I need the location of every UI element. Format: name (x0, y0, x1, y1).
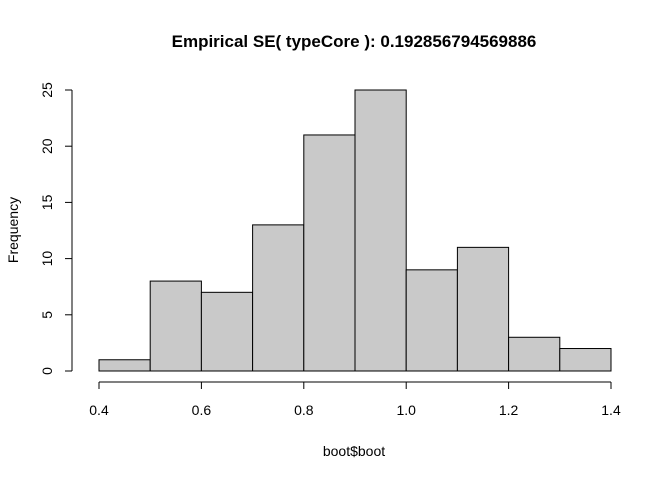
x-axis-label: boot$boot (323, 443, 385, 459)
y-tick-label: 15 (39, 194, 55, 210)
x-tick-label: 1.2 (499, 402, 519, 418)
y-tick-label: 10 (39, 251, 55, 267)
histogram-bar-7 (405, 269, 458, 372)
y-tick-label: 5 (39, 311, 55, 319)
histogram-bar-8 (456, 246, 510, 372)
y-axis-label: Frequency (5, 197, 21, 263)
x-tick-label: 0.6 (192, 402, 212, 418)
y-axis: 0 5 10 15 20 25 (39, 82, 73, 375)
bars-group (98, 89, 612, 372)
histogram-bar-9 (508, 336, 561, 372)
histogram-bar-1 (98, 359, 151, 372)
y-tick-label: 20 (39, 138, 55, 154)
histogram-bar-10 (559, 348, 612, 372)
chart-title: Empirical SE( typeCore ): 0.192856794569… (172, 32, 537, 51)
x-tick-label: 1.0 (396, 402, 416, 418)
x-tick-label: 0.8 (294, 402, 314, 418)
histogram-bar-5 (303, 134, 356, 372)
x-axis: 0.4 0.6 0.8 1.0 1.2 1.4 (89, 381, 621, 418)
y-tick-label: 25 (39, 82, 55, 98)
histogram-bar-4 (252, 224, 305, 372)
histogram-bar-3 (200, 291, 254, 372)
histogram-bar-2 (149, 280, 202, 372)
y-tick-label: 0 (39, 367, 55, 375)
histogram-bar-6 (354, 89, 407, 372)
x-tick-label: 0.4 (89, 402, 109, 418)
x-tick-label: 1.4 (601, 402, 621, 418)
